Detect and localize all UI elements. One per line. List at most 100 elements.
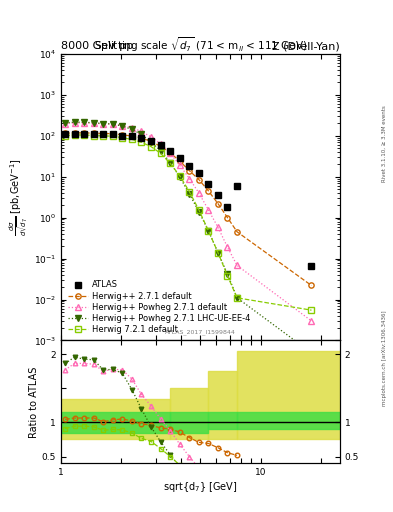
ATLAS — [235, 183, 239, 189]
Title: Splitting scale $\sqrt{d_7}$ (71 < m$_{ll}$ < 111 GeV): Splitting scale $\sqrt{d_7}$ (71 < m$_{l… — [94, 35, 307, 54]
Bar — [208, 371, 237, 439]
ATLAS — [309, 263, 314, 269]
Line: ATLAS: ATLAS — [62, 131, 314, 269]
Herwig++ Powheg 2.7.1 LHC-UE-EE-4 — [187, 191, 192, 197]
X-axis label: sqrt{d$_7$} [GeV]: sqrt{d$_7$} [GeV] — [163, 480, 238, 494]
Herwig++ 2.7.1 default — [110, 131, 115, 137]
Herwig++ Powheg 2.7.1 LHC-UE-EE-4 — [130, 126, 134, 133]
Herwig++ Powheg 2.7.1 LHC-UE-EE-4 — [206, 228, 211, 234]
Herwig++ Powheg 2.7.1 default — [168, 151, 173, 157]
Line: Herwig++ Powheg 2.7.1 LHC-UE-EE-4: Herwig++ Powheg 2.7.1 LHC-UE-EE-4 — [62, 119, 314, 355]
Herwig++ Powheg 2.7.1 LHC-UE-EE-4 — [72, 119, 77, 125]
Herwig++ 2.7.1 default — [168, 150, 173, 156]
ATLAS — [158, 142, 163, 148]
Herwig++ Powheg 2.7.1 default — [158, 141, 163, 147]
ATLAS — [225, 204, 230, 210]
Herwig++ Powheg 2.7.1 LHC-UE-EE-4 — [101, 120, 106, 126]
Herwig++ 2.7.1 default — [177, 158, 182, 164]
ATLAS — [149, 138, 153, 144]
Herwig++ Powheg 2.7.1 LHC-UE-EE-4 — [168, 160, 173, 166]
Herwig 7.2.1 default — [216, 249, 220, 255]
ATLAS — [168, 148, 173, 154]
Bar — [170, 412, 208, 433]
Herwig++ Powheg 2.7.1 LHC-UE-EE-4 — [196, 208, 201, 215]
ATLAS — [130, 133, 134, 139]
Herwig++ 2.7.1 default — [101, 131, 106, 137]
Bar — [61, 412, 170, 433]
Herwig++ Powheg 2.7.1 LHC-UE-EE-4 — [120, 123, 125, 129]
ATLAS — [101, 131, 106, 137]
Herwig++ 2.7.1 default — [196, 177, 201, 183]
Herwig++ 2.7.1 default — [63, 130, 68, 136]
Bar — [170, 388, 208, 439]
Herwig++ 2.7.1 default — [187, 167, 192, 174]
Herwig++ Powheg 2.7.1 LHC-UE-EE-4 — [235, 295, 239, 301]
Herwig 7.2.1 default — [177, 173, 182, 179]
Herwig++ Powheg 2.7.1 default — [72, 120, 77, 126]
Herwig++ Powheg 2.7.1 LHC-UE-EE-4 — [216, 249, 220, 255]
Text: mcplots.cern.ch [arXiv:1306.3436]: mcplots.cern.ch [arXiv:1306.3436] — [382, 311, 387, 406]
Herwig++ Powheg 2.7.1 LHC-UE-EE-4 — [82, 119, 87, 125]
Bar — [237, 351, 340, 439]
ATLAS — [82, 131, 87, 137]
Herwig++ 2.7.1 default — [91, 130, 96, 136]
Herwig++ Powheg 2.7.1 LHC-UE-EE-4 — [149, 139, 153, 145]
Herwig++ Powheg 2.7.1 default — [110, 121, 115, 127]
Herwig++ Powheg 2.7.1 LHC-UE-EE-4 — [63, 120, 68, 126]
Legend: ATLAS, Herwig++ 2.7.1 default, Herwig++ Powheg 2.7.1 default, Herwig++ Powheg 2.: ATLAS, Herwig++ 2.7.1 default, Herwig++ … — [65, 278, 253, 336]
Text: ATLAS_2017_I1599844: ATLAS_2017_I1599844 — [165, 329, 236, 335]
ATLAS — [110, 131, 115, 137]
ATLAS — [206, 181, 211, 187]
Bar — [208, 412, 237, 429]
Herwig 7.2.1 default — [206, 228, 211, 234]
Y-axis label: $\frac{d\sigma}{d\sqrt{d_7}}$ [pb,GeV$^{-1}$]: $\frac{d\sigma}{d\sqrt{d_7}}$ [pb,GeV$^{… — [8, 158, 31, 236]
Herwig++ 2.7.1 default — [139, 135, 144, 141]
Line: Herwig 7.2.1 default: Herwig 7.2.1 default — [62, 132, 314, 313]
Herwig++ 2.7.1 default — [130, 133, 134, 139]
Herwig++ Powheg 2.7.1 default — [120, 122, 125, 129]
Herwig++ Powheg 2.7.1 default — [177, 162, 182, 168]
Herwig++ 2.7.1 default — [309, 283, 314, 289]
Bar — [61, 398, 170, 439]
Herwig 7.2.1 default — [187, 188, 192, 195]
ATLAS — [139, 135, 144, 141]
Herwig++ Powheg 2.7.1 default — [130, 124, 134, 131]
Herwig++ 2.7.1 default — [82, 130, 87, 136]
Herwig 7.2.1 default — [101, 133, 106, 139]
Y-axis label: Ratio to ATLAS: Ratio to ATLAS — [29, 366, 39, 438]
Herwig++ 2.7.1 default — [158, 143, 163, 150]
Herwig 7.2.1 default — [225, 273, 230, 279]
Herwig++ Powheg 2.7.1 LHC-UE-EE-4 — [139, 131, 144, 137]
Herwig++ 2.7.1 default — [206, 188, 211, 194]
ATLAS — [72, 131, 77, 137]
Herwig 7.2.1 default — [168, 160, 173, 166]
ATLAS — [216, 192, 220, 198]
Herwig++ Powheg 2.7.1 default — [309, 318, 314, 324]
Herwig 7.2.1 default — [91, 133, 96, 139]
Herwig++ Powheg 2.7.1 LHC-UE-EE-4 — [158, 147, 163, 154]
Herwig++ Powheg 2.7.1 default — [101, 121, 106, 127]
Herwig++ Powheg 2.7.1 default — [196, 190, 201, 196]
ATLAS — [187, 163, 192, 169]
Herwig++ Powheg 2.7.1 default — [206, 207, 211, 213]
Bar — [237, 412, 340, 429]
Herwig++ 2.7.1 default — [149, 138, 153, 144]
Herwig++ 2.7.1 default — [120, 132, 125, 138]
Herwig++ Powheg 2.7.1 default — [91, 120, 96, 126]
Line: Herwig++ 2.7.1 default: Herwig++ 2.7.1 default — [62, 130, 314, 288]
Herwig++ Powheg 2.7.1 default — [216, 224, 220, 230]
Herwig++ Powheg 2.7.1 LHC-UE-EE-4 — [110, 121, 115, 127]
Herwig++ Powheg 2.7.1 LHC-UE-EE-4 — [177, 174, 182, 180]
ATLAS — [91, 131, 96, 137]
Herwig 7.2.1 default — [72, 132, 77, 138]
Text: Rivet 3.1.10, ≥ 3.3M events: Rivet 3.1.10, ≥ 3.3M events — [382, 105, 387, 182]
Herwig++ 2.7.1 default — [72, 130, 77, 136]
ATLAS — [63, 131, 68, 137]
Herwig++ 2.7.1 default — [235, 229, 239, 235]
ATLAS — [196, 170, 201, 177]
Herwig 7.2.1 default — [196, 207, 201, 213]
Herwig 7.2.1 default — [149, 143, 153, 150]
Herwig++ Powheg 2.7.1 LHC-UE-EE-4 — [91, 120, 96, 126]
ATLAS — [177, 155, 182, 161]
Herwig++ 2.7.1 default — [216, 201, 220, 207]
